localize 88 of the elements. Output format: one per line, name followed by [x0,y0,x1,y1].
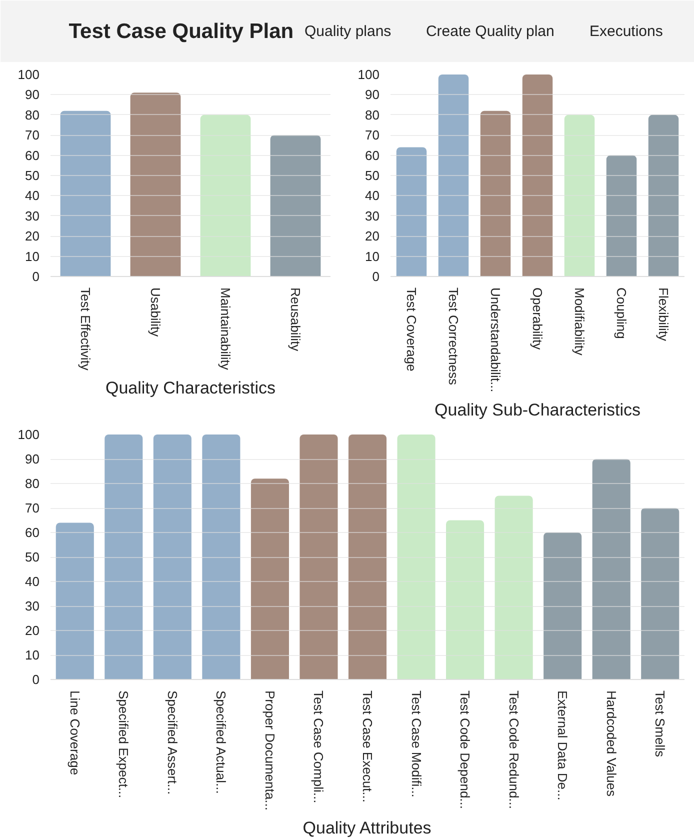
y-tick-label: 70 [25,128,40,143]
y-tick-label: 50 [25,168,40,183]
bar [397,434,436,680]
bar [270,135,321,276]
bar [396,147,427,276]
x-tick-label: Usability [148,288,163,338]
x-tick-label: Test Correctness [446,288,461,386]
y-tick-label: 0 [32,269,40,284]
bar [522,74,553,276]
y-tick-label: 0 [32,672,40,687]
y-tick-label: 60 [365,148,380,163]
x-tick-label: Maintainability [218,288,233,370]
y-tick-label: 10 [25,248,40,264]
bar [56,522,94,680]
x-tick-label: Modifiability [572,288,587,356]
x-tick-label: Test Coverage [404,288,419,372]
x-tick-label: Coupling [614,288,629,339]
x-axis-title: Quality Sub-Characteristics [434,400,640,420]
x-tick-label: Line Coverage [67,690,82,776]
bar [564,114,595,276]
x-tick-label: Test Case Modifi... [408,690,424,798]
x-tick-label: Test Smells [652,690,668,758]
x-tick-label: Specified Expect... [116,690,132,798]
bar [130,92,181,276]
y-tick-label: 70 [365,128,380,143]
y-tick-label: 30 [25,598,40,614]
y-tick-label: 30 [365,208,380,224]
bar [480,110,511,276]
x-tick-label: Reusability [288,288,303,352]
x-axis-title: Quality Attributes [302,818,432,838]
bar [606,155,637,276]
bar [300,434,338,680]
y-tick-label: 40 [25,188,40,204]
y-tick-label: 50 [25,550,40,564]
y-tick-label: 0 [372,269,380,284]
bar [592,459,630,680]
y-tick-label: 60 [25,525,40,540]
y-tick-label: 80 [365,107,380,122]
x-tick-label: Hardcoded Values [604,690,619,797]
y-tick-label: 100 [358,67,380,82]
x-tick-label: Flexibility [656,288,671,342]
y-tick-label: 80 [25,107,40,122]
y-tick-label: 40 [25,574,40,589]
y-tick-label: 90 [25,452,40,466]
x-tick-label: Test Case Execut... [360,690,375,802]
x-axis-title: Quality Characteristics [105,378,276,398]
y-tick-label: 100 [18,427,40,442]
x-tick-label: Understandabilit... [488,288,503,392]
y-tick-label: 20 [365,228,380,244]
bar [202,434,240,680]
text: Quality plans [304,23,392,40]
bar [438,74,469,276]
x-tick-label: Operability [530,288,545,350]
y-tick-label: 40 [365,188,380,204]
bar [446,520,484,680]
y-tick-label: 70 [25,500,40,516]
bar [60,110,111,276]
y-tick-label: 80 [25,476,40,491]
bar [250,478,289,680]
y-tick-label: 90 [25,87,40,102]
x-tick-label: Test Case Compli... [311,690,326,804]
y-tick-label: 10 [25,648,40,662]
y-tick-label: 50 [365,168,380,183]
y-tick-label: 10 [365,248,380,264]
text: Create Quality plan [426,23,554,40]
y-tick-label: 20 [25,623,40,638]
text: Test Case Quality Plan [68,20,294,43]
bar [104,434,143,680]
bar [200,114,251,276]
y-tick-label: 100 [18,67,40,82]
x-tick-label: Specified Assert... [164,690,180,795]
x-tick-label: Test Code Redund... [506,690,522,810]
bar [544,532,582,680]
bar [494,496,533,680]
x-tick-label: Test Effectivity [78,288,93,371]
y-tick-label: 30 [25,208,40,224]
bar [153,434,192,680]
bar [641,508,680,680]
y-tick-label: 60 [25,148,40,163]
x-tick-label: External Data De... [555,690,570,800]
y-tick-label: 90 [365,87,380,102]
y-tick-label: 20 [25,228,40,244]
text: Executions [589,23,663,40]
x-tick-label: Proper Documenta... [262,690,278,810]
x-tick-label: Specified Actual... [214,690,229,794]
x-tick-label: Test Code Depend... [458,690,473,810]
bar [348,434,387,680]
bar [648,114,679,276]
